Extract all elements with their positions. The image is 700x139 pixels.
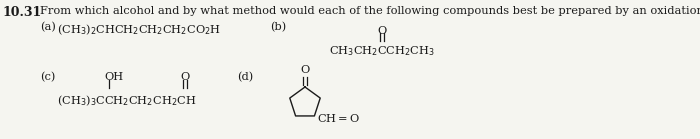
Text: O: O: [300, 65, 309, 75]
Text: O: O: [377, 26, 386, 36]
Text: 10.31: 10.31: [3, 6, 42, 19]
Text: From which alcohol and by what method would each of the following compounds best: From which alcohol and by what method wo…: [40, 6, 700, 16]
Text: (a): (a): [40, 22, 56, 32]
Text: O: O: [181, 72, 190, 82]
Text: OH: OH: [104, 72, 123, 82]
Text: (CH$_3$)$_3$CCH$_2$CH$_2$CH$_2$CH: (CH$_3$)$_3$CCH$_2$CH$_2$CH$_2$CH: [57, 93, 197, 108]
Text: (c): (c): [40, 72, 55, 82]
Text: (CH$_3$)$_2$CHCH$_2$CH$_2$CH$_2$CO$_2$H: (CH$_3$)$_2$CHCH$_2$CH$_2$CH$_2$CO$_2$H: [57, 22, 221, 37]
Text: CH$_3$CH$_2$CCH$_2$CH$_3$: CH$_3$CH$_2$CCH$_2$CH$_3$: [329, 44, 435, 58]
Text: (d): (d): [237, 72, 253, 82]
Text: (b): (b): [270, 22, 286, 32]
Text: CH$=$O: CH$=$O: [317, 112, 360, 124]
